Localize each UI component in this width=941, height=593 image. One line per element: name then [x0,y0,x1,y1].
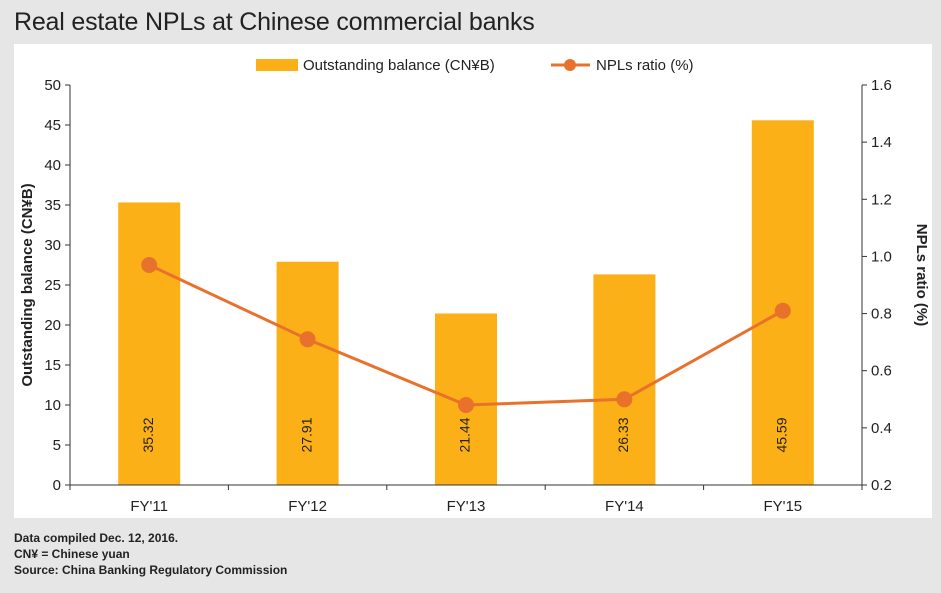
right-tick-label-2: 0.6 [871,363,892,380]
left-tick-label-9: 45 [44,117,61,134]
x-tick-label-4: FY'15 [763,498,802,515]
footnotes: Data compiled Dec. 12, 2016. CN¥ = Chine… [14,530,287,578]
ratio-point-2 [458,397,474,413]
right-tick-label-4: 1.0 [871,248,892,265]
ratio-point-1 [299,331,316,348]
left-tick-label-7: 35 [44,197,61,214]
left-tick-label-5: 25 [44,277,61,294]
left-tick-label-2: 10 [44,397,61,414]
legend-line-marker [564,59,576,71]
bar-label-3: 26.33 [615,417,631,452]
bar-label-1: 27.91 [298,417,314,452]
right-tick-label-7: 1.6 [871,77,892,94]
right-tick-label-1: 0.4 [871,420,892,437]
bar-4 [751,120,814,485]
legend-bar-swatch [256,59,298,71]
left-tick-label-10: 50 [44,77,61,94]
bar-label-4: 45.59 [774,417,790,452]
ratio-point-4 [774,302,791,319]
bar-1 [276,261,339,485]
x-tick-label-1: FY'12 [288,498,327,515]
left-axis-title: Outstanding balance (CN¥B) [19,183,36,386]
note-source: Source: China Banking Regulatory Commiss… [14,563,288,577]
bar-label-2: 21.44 [457,417,473,452]
ratio-point-3 [616,391,633,408]
x-tick-label-2: FY'13 [447,498,486,515]
ratio-point-0 [141,257,158,273]
left-tick-label-4: 20 [44,317,61,334]
right-tick-label-3: 0.8 [871,306,892,323]
right-tick-label-0: 0.2 [871,477,892,494]
legend-bar-label: Outstanding balance (CN¥B) [303,57,495,74]
left-tick-label-6: 30 [44,237,61,254]
left-tick-label-0: 0 [53,477,61,494]
note-currency: CN¥ = Chinese yuan [14,547,130,561]
bar-3 [593,274,656,485]
left-tick-label-1: 5 [53,437,61,454]
legend-line-label: NPLs ratio (%) [596,57,694,74]
note-data-compiled: Data compiled Dec. 12, 2016. [14,531,179,545]
right-axis-title: NPLs ratio (%) [913,224,930,327]
x-tick-label-0: FY'11 [130,498,168,515]
bar-label-0: 35.32 [140,417,156,452]
left-tick-label-8: 40 [44,157,61,174]
right-tick-label-6: 1.4 [871,134,892,151]
right-tick-label-5: 1.2 [871,191,892,208]
x-tick-label-3: FY'14 [605,498,644,515]
left-tick-label-3: 15 [44,357,61,374]
bar-0 [118,202,181,485]
chart-title: Real estate NPLs at Chinese commercial b… [14,8,535,36]
